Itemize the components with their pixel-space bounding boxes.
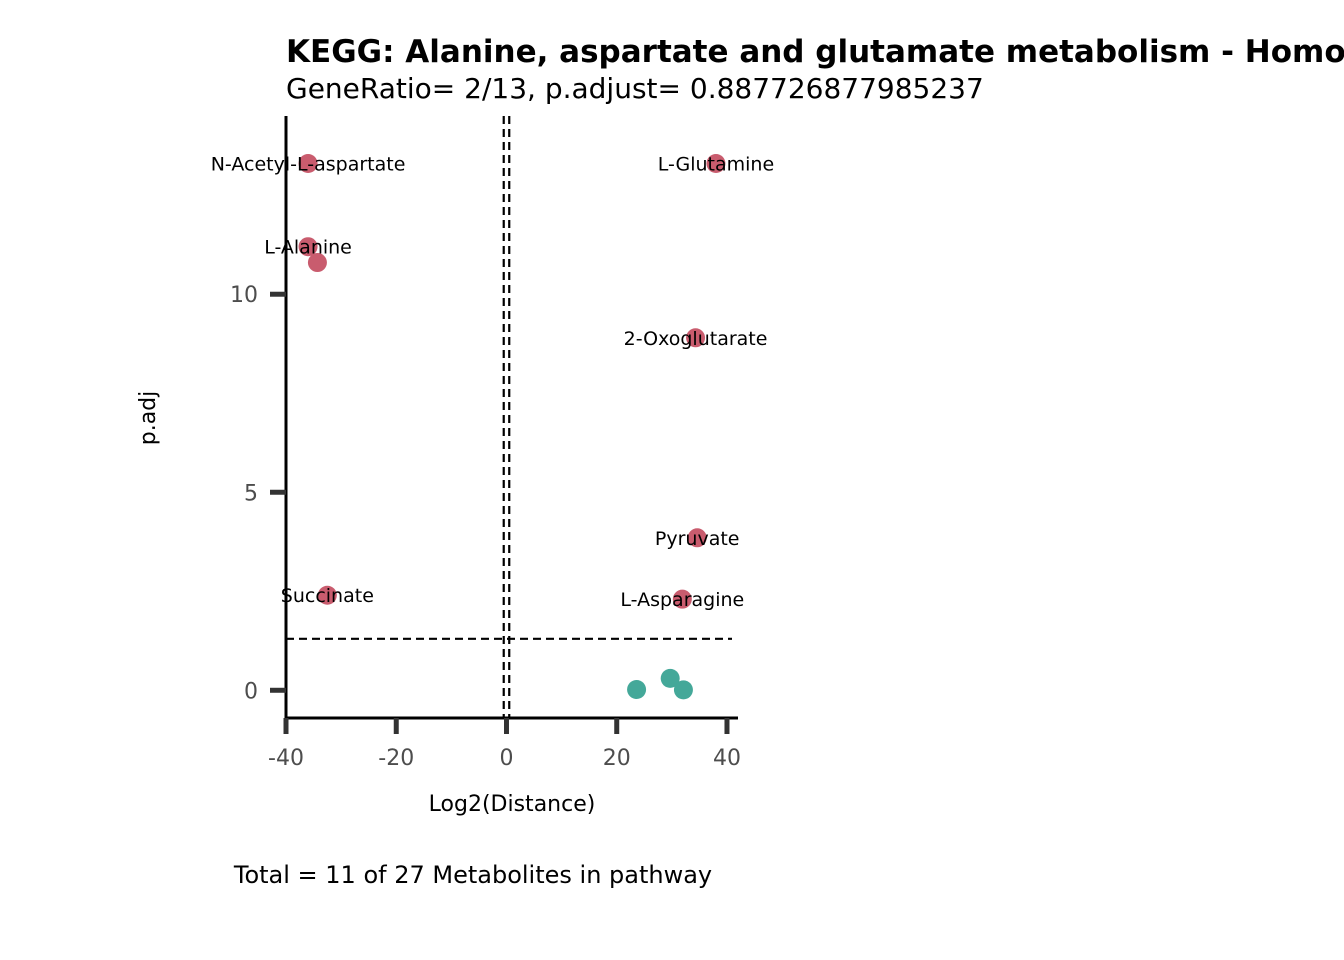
x-tick-label: 20 — [603, 746, 631, 771]
x-tick-label: 40 — [713, 746, 741, 771]
point-label: 2-Oxoglutarate — [624, 328, 768, 350]
y-tick-label: 10 — [230, 283, 258, 308]
point-label: L-Asparagine — [620, 589, 744, 611]
x-tick-label: 0 — [499, 746, 513, 771]
axes: -40 -20 0 20 40 0 5 10 — [230, 116, 741, 771]
point-labels: N-Acetyl-L-aspartate L-Alanine Succinate L-… — [211, 154, 774, 612]
data-points — [298, 154, 726, 700]
data-point — [706, 154, 726, 174]
data-point — [307, 253, 327, 273]
chart-subtitle: GeneRatio= 2/13, p.adjust= 0.88772687798… — [286, 72, 984, 105]
y-tick-label: 0 — [244, 679, 258, 704]
y-axis-title: p.adj — [136, 391, 161, 446]
data-point — [673, 680, 693, 700]
point-label: L-Alanine — [264, 237, 352, 259]
chart-caption: Total = 11 of 27 Metabolites in pathway — [233, 861, 712, 889]
chart-title: KEGG: Alanine, aspartate and glutamate m… — [286, 34, 1344, 70]
point-label: L-Glutamine — [658, 154, 774, 176]
data-point — [627, 679, 647, 699]
data-point — [687, 528, 707, 548]
data-point — [686, 328, 706, 348]
x-axis-title: Log2(Distance) — [429, 792, 596, 817]
data-point — [672, 589, 692, 609]
x-tick-label: -20 — [378, 746, 414, 771]
point-label: Succinate — [281, 585, 374, 607]
data-point — [298, 237, 318, 257]
data-point — [317, 585, 337, 605]
x-tick-label: -40 — [268, 746, 304, 771]
data-point — [660, 668, 680, 688]
point-label: Pyruvate — [655, 528, 740, 550]
data-point — [298, 154, 318, 174]
point-label: N-Acetyl-L-aspartate — [211, 154, 406, 176]
y-tick-label: 5 — [244, 481, 258, 506]
threshold-lines — [286, 116, 732, 718]
